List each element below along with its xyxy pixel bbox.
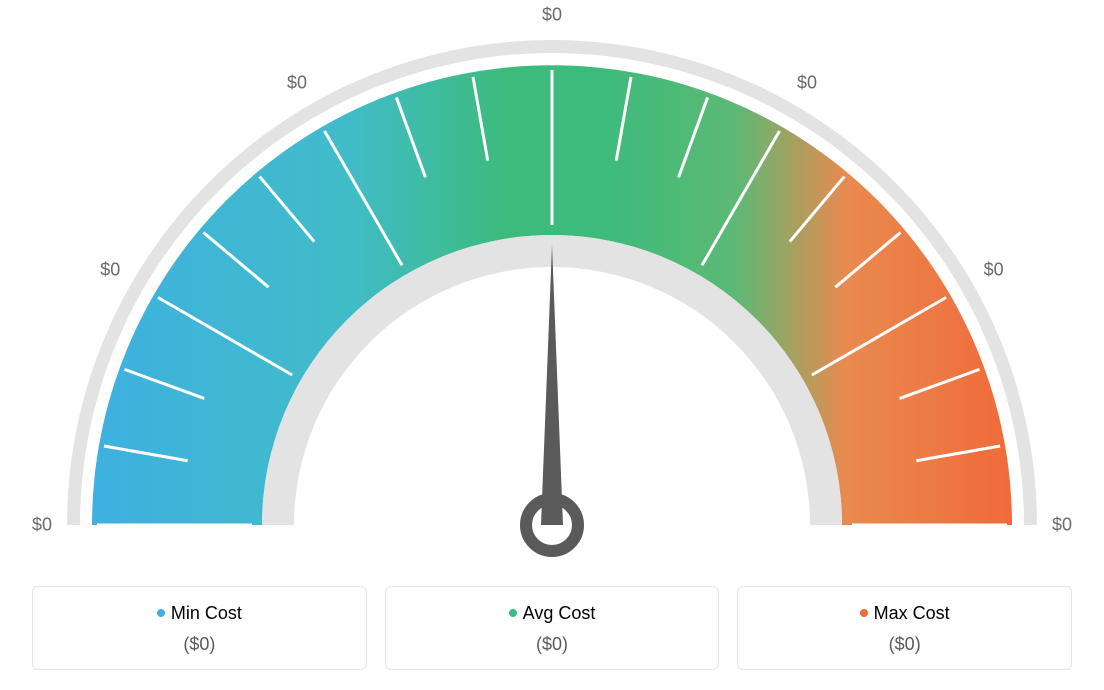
- gauge-svg: [0, 0, 1104, 560]
- legend-dot-min: [157, 609, 165, 617]
- legend-label-avg: Avg Cost: [523, 603, 596, 623]
- gauge-tick-label: $0: [32, 515, 52, 536]
- legend-dot-avg: [509, 609, 517, 617]
- legend-value-avg: ($0): [396, 634, 709, 655]
- gauge-tick-label: $0: [797, 73, 817, 94]
- legend-title-min: Min Cost: [43, 603, 356, 624]
- gauge-tick-label: $0: [287, 73, 307, 94]
- gauge-chart: $0 $0 $0 $0 $0 $0 $0: [0, 0, 1104, 560]
- legend-value-max: ($0): [748, 634, 1061, 655]
- legend-card-min: Min Cost ($0): [32, 586, 367, 670]
- legend-label-max: Max Cost: [874, 603, 950, 623]
- gauge-tick-label: $0: [100, 260, 120, 281]
- legend-title-avg: Avg Cost: [396, 603, 709, 624]
- legend-label-min: Min Cost: [171, 603, 242, 623]
- gauge-tick-label: $0: [542, 5, 562, 26]
- gauge-tick-label: $0: [1052, 515, 1072, 536]
- gauge-tick-label: $0: [984, 260, 1004, 281]
- legend-row: Min Cost ($0) Avg Cost ($0) Max Cost ($0…: [32, 586, 1072, 670]
- legend-card-max: Max Cost ($0): [737, 586, 1072, 670]
- legend-title-max: Max Cost: [748, 603, 1061, 624]
- legend-value-min: ($0): [43, 634, 356, 655]
- legend-dot-max: [860, 609, 868, 617]
- gauge-infographic: $0 $0 $0 $0 $0 $0 $0 Min Cost ($0) Avg Cost ($…: [0, 0, 1104, 690]
- legend-card-avg: Avg Cost ($0): [385, 586, 720, 670]
